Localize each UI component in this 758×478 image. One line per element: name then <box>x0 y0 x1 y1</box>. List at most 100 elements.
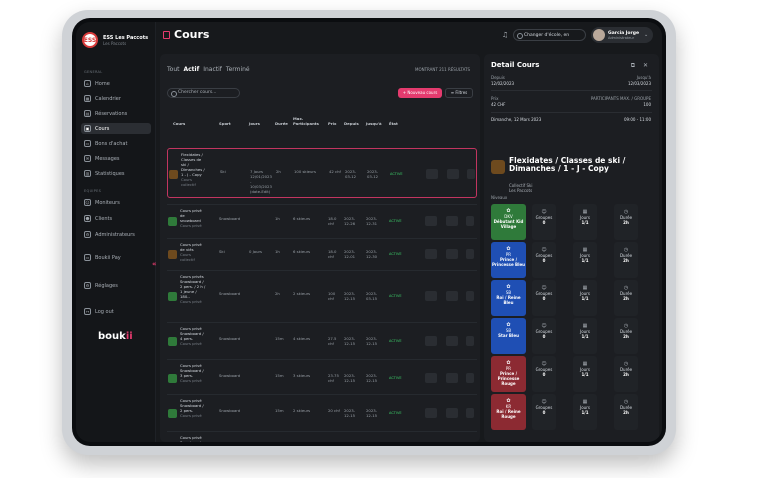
copy-icon[interactable] <box>425 407 437 418</box>
brand[interactable]: ESS ESS Les Paccots Les Paccots <box>82 32 148 48</box>
table-row[interactable]: Cours privé SnowboardCours privéSnowboar… <box>167 431 477 442</box>
cell-from: 2023-12-01 <box>344 249 356 259</box>
table-row[interactable]: Flexidates / Classes de ski / Dimanches … <box>167 148 477 198</box>
more-icon[interactable] <box>466 216 474 226</box>
sidebar-item-cours[interactable]: ▣ Cours <box>81 123 151 134</box>
more-icon[interactable] <box>466 249 474 259</box>
duration-icon: ◷ <box>623 361 629 367</box>
level-code: SB <box>505 328 512 333</box>
collapse-sidebar-icon[interactable]: « <box>152 260 157 268</box>
level-code: PR <box>505 366 512 371</box>
cell-sport: Ski <box>219 249 225 254</box>
link-icon[interactable] <box>447 169 459 179</box>
table-row[interactable]: Cours privés Snowboard / 2 pers. / 2 h /… <box>167 270 477 320</box>
table-row[interactable]: Cours privé de viés Cours collectif Ski 0 J… <box>167 238 477 268</box>
results-count: MONTRANT 211 RÉSULTATS <box>415 67 470 72</box>
detail-course-subtitle: Collectif Ski Les Paccots <box>509 183 533 193</box>
home-icon: ⌂ <box>84 80 91 87</box>
table-row[interactable]: Cours privé Snowboard / 3 pers. Cours pri… <box>167 359 477 394</box>
stat-value: 1/1 <box>581 296 589 301</box>
copy-icon[interactable] <box>426 169 438 179</box>
groups-icon: ☺ <box>541 247 547 253</box>
level-card[interactable]: ✿ PR Prince / Princesse Bleu <box>491 242 526 278</box>
level-stat: ◷ Durée 2h <box>614 280 638 316</box>
level-name: Roi / Reine Rouge <box>496 409 521 419</box>
course-name: Cours privé de viés Cours collectif <box>180 242 202 262</box>
link-icon[interactable] <box>446 407 458 418</box>
level-stat: ☺ Groupes 0 <box>532 318 556 354</box>
link-icon[interactable] <box>446 291 458 301</box>
more-icon[interactable] <box>467 169 475 179</box>
course-name: Cours privé SnowboardCours privé <box>180 435 202 442</box>
sidebar-item-calendrier[interactable]: ▦ Calendrier <box>81 93 151 104</box>
table-row[interactable]: Cours privé Snowboard / 4 pers. Cours pri… <box>167 322 477 357</box>
sidebar-item-bons-d-achat[interactable]: ▭ Bons d'achat <box>81 138 151 149</box>
new-course-button[interactable]: + Nouveau cours <box>398 88 442 98</box>
sidebar-item-clients[interactable]: ☻ Clients <box>81 213 151 224</box>
sidebar-section-team: EQUIPES <box>84 189 102 193</box>
user-menu[interactable]: Garcia Jorge Administrateur ⌄ <box>591 27 653 43</box>
school-logo: ESS <box>82 32 98 48</box>
stat-value: 0 <box>542 296 546 301</box>
link-icon[interactable] <box>446 216 458 226</box>
tab-tout[interactable]: Tout <box>167 66 180 73</box>
table-row[interactable]: Cours privé Snowboard / 2 pers. Cours pri… <box>167 394 477 429</box>
course-icon <box>168 408 177 418</box>
date-line: Dimanche, 12 Mars 2023 <box>491 117 542 122</box>
link-icon[interactable] <box>446 335 458 346</box>
level-stat: ☺ Groupes 0 <box>532 394 556 430</box>
sidebar: ESS ESS Les Paccots Les Paccots GENERAL … <box>76 22 156 442</box>
more-icon[interactable] <box>466 372 474 383</box>
detail-actions-icon[interactable]: ⧉ ✕ <box>630 62 651 69</box>
messages-icon: ✉ <box>84 155 91 162</box>
level-stat: ▦ Jours 1/1 <box>573 242 597 278</box>
copy-icon[interactable] <box>425 216 437 226</box>
sidebar-item-administrateurs[interactable]: ⚙ Administrateurs <box>81 229 151 240</box>
duration-icon: ◷ <box>623 399 629 405</box>
days-icon: ▦ <box>582 285 588 291</box>
level-card[interactable]: ✿ SB Roi / Reine Bleu <box>491 280 526 316</box>
level-card[interactable]: ✿ KR Roi / Reine Rouge <box>491 394 526 430</box>
stat-label: Durée <box>619 215 633 220</box>
link-icon[interactable] <box>446 372 458 383</box>
sidebar-item-home[interactable]: ⌂ Home <box>81 78 151 89</box>
change-school-button[interactable]: Changer d'école, en <box>513 29 586 41</box>
instructors-icon: ☺ <box>84 199 91 206</box>
tab-terminé[interactable]: Terminé <box>225 66 250 73</box>
table-row[interactable]: Cours privé de snowboard Cours privé Snowb… <box>167 204 477 236</box>
course-name: Cours privé Snowboard / 2 pers. Cours pri… <box>180 398 204 418</box>
filters-button[interactable]: ≡ Filtres <box>445 88 473 98</box>
tab-inactif[interactable]: Inactif <box>203 66 222 73</box>
copy-icon[interactable] <box>425 372 437 383</box>
school-name: ESS Les Paccots <box>103 34 149 41</box>
copy-icon[interactable] <box>425 291 437 301</box>
tab-actif[interactable]: Actif <box>183 66 200 73</box>
search-input[interactable]: Chercher cours... <box>167 88 240 98</box>
sidebar-item-statistiques[interactable]: ▥ Statistiques <box>81 168 151 179</box>
status-badge: ACTIVE <box>389 252 402 256</box>
copy-icon[interactable] <box>425 335 437 346</box>
sidebar-item-moniteurs[interactable]: ☺ Moniteurs <box>81 197 151 208</box>
more-icon[interactable] <box>466 291 474 301</box>
course-icon <box>169 170 178 179</box>
sidebar-item-boukii-pay[interactable]: ▭ Boukii Pay <box>81 252 151 263</box>
more-icon[interactable] <box>466 335 474 346</box>
sidebar-item-messages[interactable]: ✉ Messages <box>81 153 151 164</box>
stat-value: 2h <box>623 296 629 301</box>
more-icon[interactable] <box>466 407 474 418</box>
level-card[interactable]: ✿ PR Prince / Princesse Rouge <box>491 356 526 392</box>
bell-icon[interactable]: ♫ <box>502 31 509 39</box>
copy-icon[interactable] <box>425 249 437 259</box>
level-card[interactable]: ✿ DKV Débutant Kid Village <box>491 204 526 240</box>
sidebar-item-settings[interactable]: ⚙ Réglages <box>81 280 151 291</box>
level-stat: ◷ Durée 2h <box>614 204 638 240</box>
level-stat: ◷ Durée 2h <box>614 242 638 278</box>
course-detail-panel: Detail Cours ⧉ ✕ Depuis 12/02/2023 Jusqu… <box>484 54 659 442</box>
level-code: PR <box>505 252 512 257</box>
link-icon[interactable] <box>446 249 458 259</box>
level-card[interactable]: ✿ SB Star Bleu <box>491 318 526 354</box>
stat-label: Jours <box>580 367 590 372</box>
level-stat: ☺ Groupes 0 <box>532 242 556 278</box>
sidebar-item-logout[interactable]: ↦ Log out <box>81 306 151 317</box>
sidebar-item-r-servations[interactable]: ▤ Réservations <box>81 108 151 119</box>
